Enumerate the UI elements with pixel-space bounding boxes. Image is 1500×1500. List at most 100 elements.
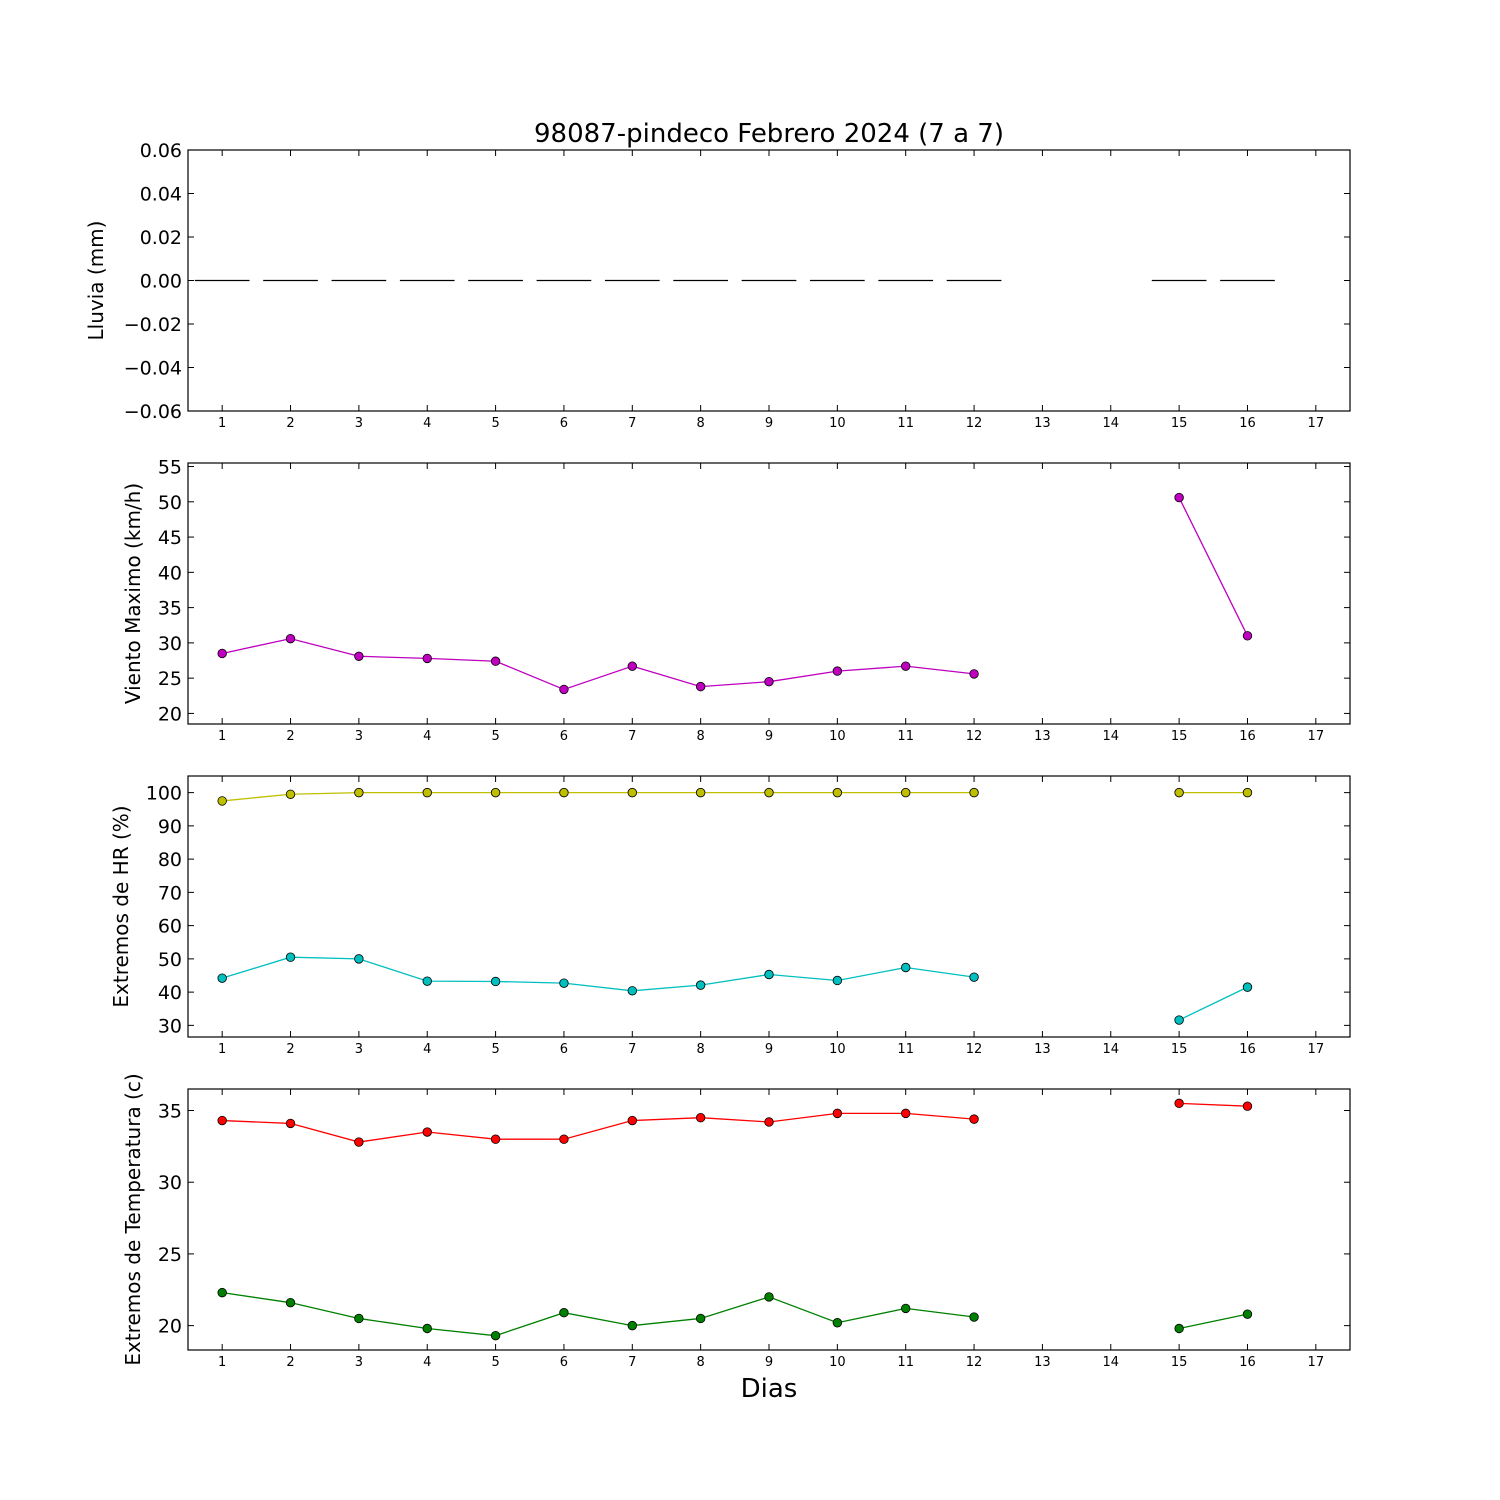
x-tick-label: 10 bbox=[829, 729, 846, 744]
y-tick-label: 0.06 bbox=[140, 140, 182, 162]
data-point bbox=[832, 787, 843, 798]
series-line bbox=[221, 956, 975, 992]
data-point bbox=[285, 633, 296, 644]
data-point bbox=[559, 684, 569, 695]
data-point bbox=[285, 789, 296, 799]
chart-panels: 1 2 3 4 5 6 7 8 9 10 11 12 13 14 15 16 17−0.06−0.04−0.02… bbox=[84, 140, 1351, 1370]
data-point bbox=[422, 1127, 432, 1137]
y-tick-label: 90 bbox=[158, 816, 182, 838]
x-tick-label: 4 bbox=[423, 1355, 431, 1370]
data-point bbox=[627, 986, 637, 996]
x-tick-label: 3 bbox=[355, 729, 363, 744]
x-tick-label: 7 bbox=[628, 416, 636, 431]
data-point bbox=[1174, 787, 1184, 798]
data-point bbox=[901, 1108, 911, 1119]
data-point bbox=[695, 787, 706, 798]
y-tick-label: −0.02 bbox=[124, 314, 182, 336]
plot-frame bbox=[187, 775, 1351, 1038]
data-point bbox=[1242, 787, 1253, 798]
series-line bbox=[222, 637, 975, 691]
data-point bbox=[490, 1330, 501, 1341]
x-tick-label: 11 bbox=[897, 416, 914, 431]
x-tick-label: 8 bbox=[697, 1042, 705, 1057]
y-axis-label: Extremos de Temperatura (c) bbox=[121, 1073, 145, 1365]
data-point bbox=[695, 1313, 706, 1324]
y-tick-label: 0.04 bbox=[140, 184, 182, 206]
x-tick-label: 11 bbox=[897, 1355, 914, 1370]
y-tick-label: 30 bbox=[158, 633, 182, 655]
data-point bbox=[354, 787, 364, 798]
x-tick-label: 14 bbox=[1102, 1355, 1119, 1370]
data-point bbox=[695, 980, 706, 990]
panel-2: 1 2 3 4 5 6 7 8 9 10 11 12 13 14 15 16 17202530354045505… bbox=[121, 457, 1351, 744]
series-line bbox=[1178, 986, 1248, 1021]
x-tick-label: 10 bbox=[829, 416, 846, 431]
series-line bbox=[222, 1291, 975, 1337]
y-axis-label: Lluvia (mm) bbox=[84, 221, 108, 341]
x-tick-label: 9 bbox=[765, 729, 773, 744]
x-tick-label: 1 bbox=[218, 729, 226, 744]
y-tick-label: −0.06 bbox=[124, 401, 182, 423]
panel-4: 1 2 3 4 5 6 7 8 9 10 11 12 13 14 15 16 1720253035Extremo… bbox=[121, 1073, 1351, 1370]
x-tick-label: 15 bbox=[1171, 1042, 1188, 1057]
data-point bbox=[832, 1108, 843, 1119]
x-tick-label: 4 bbox=[423, 1042, 431, 1057]
x-tick-label: 4 bbox=[423, 416, 431, 431]
x-tick-label: 2 bbox=[286, 729, 294, 744]
data-point bbox=[969, 787, 979, 798]
x-tick-label: 12 bbox=[966, 729, 983, 744]
plot-frame bbox=[187, 1088, 1351, 1351]
y-tick-label: 25 bbox=[158, 1244, 182, 1266]
x-tick-label: 13 bbox=[1034, 729, 1051, 744]
x-tick-label: 7 bbox=[628, 1355, 636, 1370]
data-point bbox=[490, 787, 501, 798]
x-tick-label: 3 bbox=[355, 1042, 363, 1057]
data-point bbox=[354, 1313, 364, 1324]
x-tick-label: 4 bbox=[423, 729, 431, 744]
data-point bbox=[559, 787, 569, 798]
data-point bbox=[832, 1318, 843, 1328]
x-tick-label: 15 bbox=[1171, 416, 1188, 431]
x-tick-label: 15 bbox=[1171, 729, 1188, 744]
data-point bbox=[285, 1297, 296, 1308]
data-point bbox=[695, 681, 706, 692]
data-point bbox=[354, 954, 364, 964]
x-tick-label: 8 bbox=[697, 416, 705, 431]
data-point bbox=[901, 787, 911, 798]
x-tick-label: 3 bbox=[355, 1355, 363, 1370]
x-tick-label: 16 bbox=[1239, 1042, 1256, 1057]
x-tick-label: 9 bbox=[765, 1042, 773, 1057]
data-point bbox=[217, 648, 227, 659]
data-point bbox=[1174, 492, 1184, 503]
x-tick-label: 9 bbox=[765, 1355, 773, 1370]
data-point bbox=[627, 1115, 637, 1126]
data-point bbox=[422, 787, 432, 798]
y-axis-label: Extremos de HR (%) bbox=[109, 805, 133, 1007]
data-point bbox=[490, 976, 501, 987]
data-point bbox=[627, 787, 637, 798]
data-point bbox=[490, 656, 501, 666]
x-tick-label: 3 bbox=[355, 416, 363, 431]
x-tick-label: 5 bbox=[491, 1355, 499, 1370]
y-tick-label: 20 bbox=[158, 703, 182, 725]
series-line bbox=[222, 791, 975, 802]
y-tick-label: 100 bbox=[146, 783, 182, 805]
y-tick-label: 35 bbox=[158, 598, 182, 620]
series-line bbox=[1178, 1313, 1248, 1330]
data-point bbox=[969, 1114, 979, 1124]
data-point bbox=[285, 1118, 296, 1129]
data-point bbox=[764, 969, 774, 980]
y-tick-label: 40 bbox=[158, 562, 182, 584]
x-axis-label: Dias bbox=[741, 1374, 798, 1404]
data-point bbox=[217, 1287, 227, 1298]
data-point bbox=[559, 1134, 569, 1144]
x-tick-label: 10 bbox=[829, 1042, 846, 1057]
series-line bbox=[1178, 497, 1249, 637]
x-tick-label: 13 bbox=[1034, 1042, 1051, 1057]
x-tick-label: 2 bbox=[286, 416, 294, 431]
x-tick-label: 14 bbox=[1102, 1042, 1119, 1057]
y-tick-label: 80 bbox=[158, 849, 182, 871]
data-point bbox=[832, 666, 843, 676]
y-tick-label: 0.00 bbox=[140, 271, 182, 293]
